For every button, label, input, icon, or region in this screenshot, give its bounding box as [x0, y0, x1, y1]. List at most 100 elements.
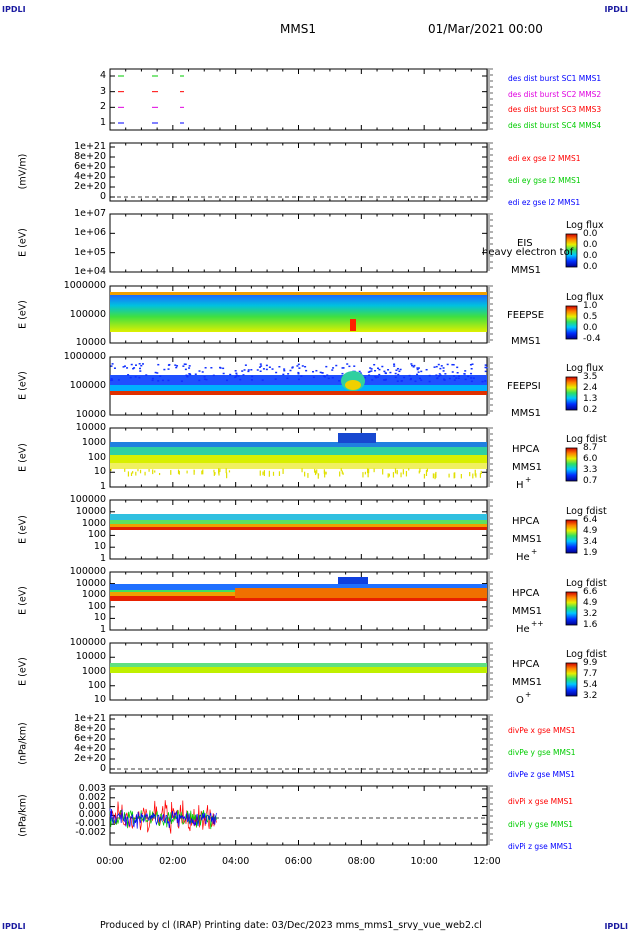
spectrogram-speck [340, 468, 342, 472]
y-tick-label: 1 [99, 481, 106, 492]
spectrogram-speck [174, 364, 177, 366]
spectrogram-band [110, 292, 487, 295]
spectrogram-speck [305, 369, 308, 372]
spectrogram-band [110, 463, 487, 469]
spectrogram-speck [157, 363, 160, 366]
y-tick-label: 1 [99, 553, 106, 564]
spectrogram-speck [327, 377, 330, 380]
spectrogram-speck [378, 373, 381, 376]
spectrogram-speck [228, 470, 231, 473]
legend-entry: des dist burst SC1 MMS1 [508, 74, 602, 83]
spectrogram-speck [218, 470, 220, 476]
y-tick-label: 8e+20 [74, 151, 106, 162]
spectrogram-speck [370, 368, 373, 370]
spectrogram-band [110, 667, 487, 673]
y-tick-label: 1e+06 [74, 227, 106, 239]
spectrogram-speck [167, 379, 170, 382]
colorbar-value: 3.4 [583, 537, 598, 547]
y-tick-label: 4 [99, 70, 106, 81]
spectrogram-speck [110, 378, 113, 380]
spectrogram-speck [377, 367, 380, 370]
spectrogram-speck [325, 471, 327, 475]
spectrogram-speck [388, 473, 390, 477]
y-tick-label: 6e+20 [74, 733, 106, 744]
spectrogram-speck [258, 366, 261, 368]
spectrogram-speck [219, 367, 222, 369]
y-tick-label: 1 [99, 624, 106, 635]
colorbar-title: Log fdist [566, 434, 607, 445]
spectrogram-speck [235, 374, 238, 376]
spectrogram-speck [469, 472, 471, 477]
spectrogram-speck [145, 374, 148, 376]
spectrogram-speck [278, 365, 281, 368]
series-line [109, 808, 217, 829]
y-tick-label: 1000000 [63, 280, 106, 291]
spectrogram-speck [242, 374, 245, 376]
spectrogram-speck [353, 365, 356, 367]
spectrogram-speck [348, 365, 351, 368]
spectrogram-speck [237, 375, 240, 377]
spectrogram-band [110, 442, 487, 447]
y-tick-label: 1000000 [63, 351, 106, 362]
spectrogram-speck [425, 368, 428, 371]
spectrogram-speck [226, 472, 228, 479]
instrument-label: EIS [517, 238, 533, 249]
spectrogram-speck [399, 368, 402, 371]
spectrogram-speck [338, 380, 341, 382]
spectrogram-band [110, 514, 487, 520]
y-tick-label: 1e+04 [74, 266, 106, 277]
spectrogram-speck [194, 373, 197, 375]
spectrogram-band [110, 294, 487, 332]
x-tick-label: 10:00 [410, 856, 438, 867]
spectrogram-speck [453, 375, 456, 377]
spectrogram-speck [371, 379, 374, 381]
spectrogram-speck [204, 367, 207, 369]
spectrogram-speck [291, 367, 294, 369]
spectrogram-speck [395, 369, 398, 372]
spectrogram-speck [433, 366, 436, 368]
spectrogram-feature [350, 319, 356, 331]
spectrogram-speck [176, 365, 179, 367]
instrument-label: HPCA [512, 659, 540, 670]
y-tick-label: -0.002 [75, 827, 106, 838]
y-tick-label: 0 [99, 191, 106, 202]
spectrogram-speck [271, 368, 274, 370]
spectrogram-speck [268, 470, 270, 477]
spectrogram-speck [287, 373, 290, 375]
spectrogram-speck [275, 371, 278, 374]
spectrogram-speck [152, 469, 154, 475]
spectrogram-speck [189, 373, 192, 376]
legend-entry: des dist burst SC4 MMS4 [508, 121, 602, 130]
spectrogram-speck [156, 372, 159, 374]
spectrogram-speck [419, 377, 422, 380]
species-charge: + [531, 547, 538, 556]
colorbar-value: 0.0 [583, 262, 598, 272]
spectrogram-speck [225, 468, 227, 474]
x-tick-label: 06:00 [284, 856, 313, 867]
species-charge: ++ [531, 619, 544, 628]
y-tick-label: 100000 [69, 380, 106, 391]
spectrogram-speck [425, 470, 428, 477]
y-tick-label: 10000 [75, 577, 106, 589]
spectrogram-speck [438, 373, 441, 375]
spectrogram-speck [454, 472, 456, 478]
spectrogram-band [110, 447, 487, 455]
y-tick-label: 1e+21 [74, 713, 106, 724]
corner-label: IPDLI [2, 922, 26, 931]
spectrogram-speck [126, 367, 129, 369]
spectrogram-feature [345, 380, 361, 390]
series-line [109, 809, 217, 830]
spectrogram-speck [282, 373, 285, 376]
y-tick-label: 1000 [81, 665, 106, 677]
spectrogram-speck [151, 377, 154, 380]
spectrogram-speck [443, 379, 446, 381]
spectrogram-speck [203, 378, 206, 380]
spectrogram-speck [158, 472, 161, 476]
spectrogram-speck [392, 472, 395, 478]
spectrogram-speck [383, 370, 386, 373]
spectrogram-speck [464, 378, 467, 381]
spectrogram-speck [139, 469, 142, 474]
instrument-label: FEEPSE [507, 310, 545, 321]
spectrogram-speck [416, 373, 419, 376]
spectrogram-speck [369, 367, 372, 369]
